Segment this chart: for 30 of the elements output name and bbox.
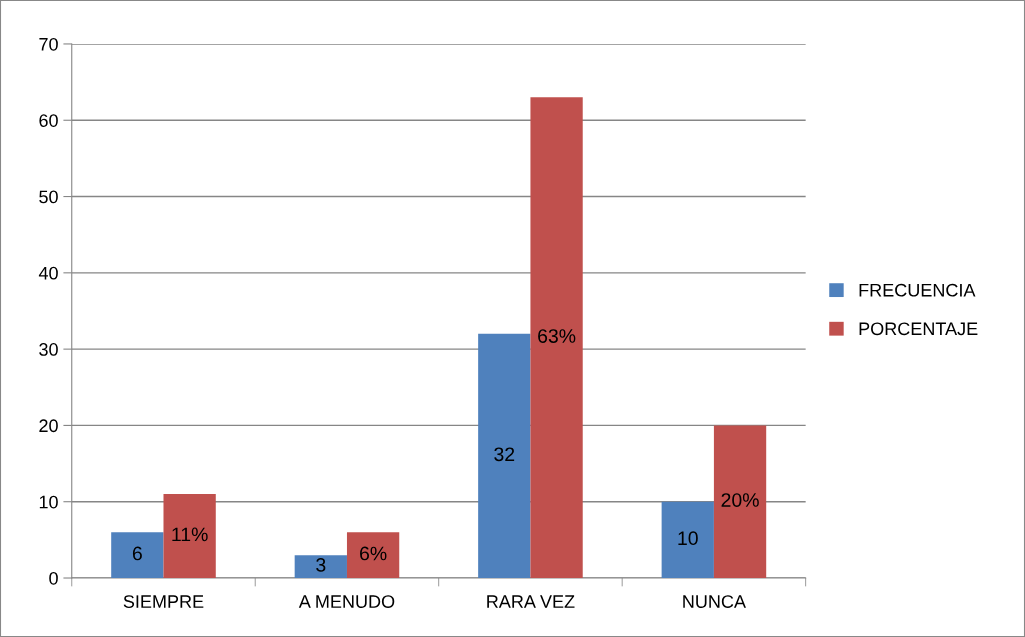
y-tick-label: 10 <box>39 495 58 509</box>
data-label: 3 <box>316 558 326 572</box>
legend-label: FRECUENCIA <box>859 283 976 297</box>
y-tick-label: 40 <box>38 266 58 280</box>
x-tick-label: SIEMPRE <box>123 595 204 608</box>
x-tick-label: A MENUDO <box>298 595 395 608</box>
bar <box>530 97 583 579</box>
data-label: 32 <box>494 447 515 462</box>
y-tick-label: 70 <box>39 37 58 51</box>
bar <box>294 555 347 579</box>
x-tick-label: RARA VEZ <box>487 595 575 608</box>
bar <box>346 532 400 579</box>
data-label: 11% <box>172 527 208 542</box>
bar <box>111 532 164 579</box>
y-tick-label: 30 <box>39 343 58 356</box>
data-label: 6% <box>360 546 387 561</box>
data-label: 63% <box>538 329 576 343</box>
x-tick-label: NUNCA <box>683 595 746 608</box>
y-tick-label: 0 <box>49 571 58 585</box>
y-tick-label: 50 <box>39 190 58 204</box>
bar <box>478 333 531 579</box>
data-label: 20% <box>721 493 759 507</box>
bar <box>163 494 216 579</box>
bar <box>661 501 714 579</box>
y-tick-label: 20 <box>39 419 58 433</box>
data-label: 10 <box>678 531 698 546</box>
data-label: 6 <box>132 546 142 561</box>
y-tick-label: 60 <box>39 114 58 127</box>
bar <box>713 425 767 579</box>
legend-label: PORCENTAJE <box>859 322 978 336</box>
